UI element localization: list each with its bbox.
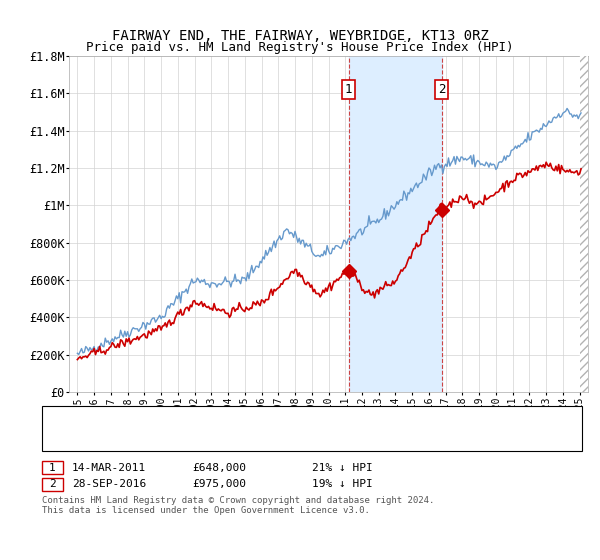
Text: FAIRWAY END, THE FAIRWAY, WEYBRIDGE, KT13 0RZ: FAIRWAY END, THE FAIRWAY, WEYBRIDGE, KT1… (112, 29, 488, 44)
Text: 14-MAR-2011: 14-MAR-2011 (72, 463, 146, 473)
Text: 2: 2 (49, 479, 56, 489)
Bar (580, 56, 588, 392)
Text: 19% ↓ HPI: 19% ↓ HPI (312, 479, 373, 489)
Text: FAIRWAY END, THE FAIRWAY, WEYBRIDGE, KT13 0RZ (detached house): FAIRWAY END, THE FAIRWAY, WEYBRIDGE, KT1… (99, 410, 487, 421)
Text: £975,000: £975,000 (192, 479, 246, 489)
Text: 1: 1 (345, 83, 352, 96)
Text: Contains HM Land Registry data © Crown copyright and database right 2024.
This d: Contains HM Land Registry data © Crown c… (42, 496, 434, 515)
Text: 1: 1 (49, 463, 56, 473)
Bar (349, 56, 442, 392)
Text: 21% ↓ HPI: 21% ↓ HPI (312, 463, 373, 473)
Text: HPI: Average price, detached house, Elmbridge: HPI: Average price, detached house, Elmb… (99, 435, 380, 445)
Bar (580, 56, 588, 392)
Text: £648,000: £648,000 (192, 463, 246, 473)
Text: 2: 2 (438, 83, 445, 96)
Text: Price paid vs. HM Land Registry's House Price Index (HPI): Price paid vs. HM Land Registry's House … (86, 41, 514, 54)
Text: 28-SEP-2016: 28-SEP-2016 (72, 479, 146, 489)
Text: —————: ————— (51, 409, 93, 422)
Text: —————: ————— (51, 432, 93, 447)
